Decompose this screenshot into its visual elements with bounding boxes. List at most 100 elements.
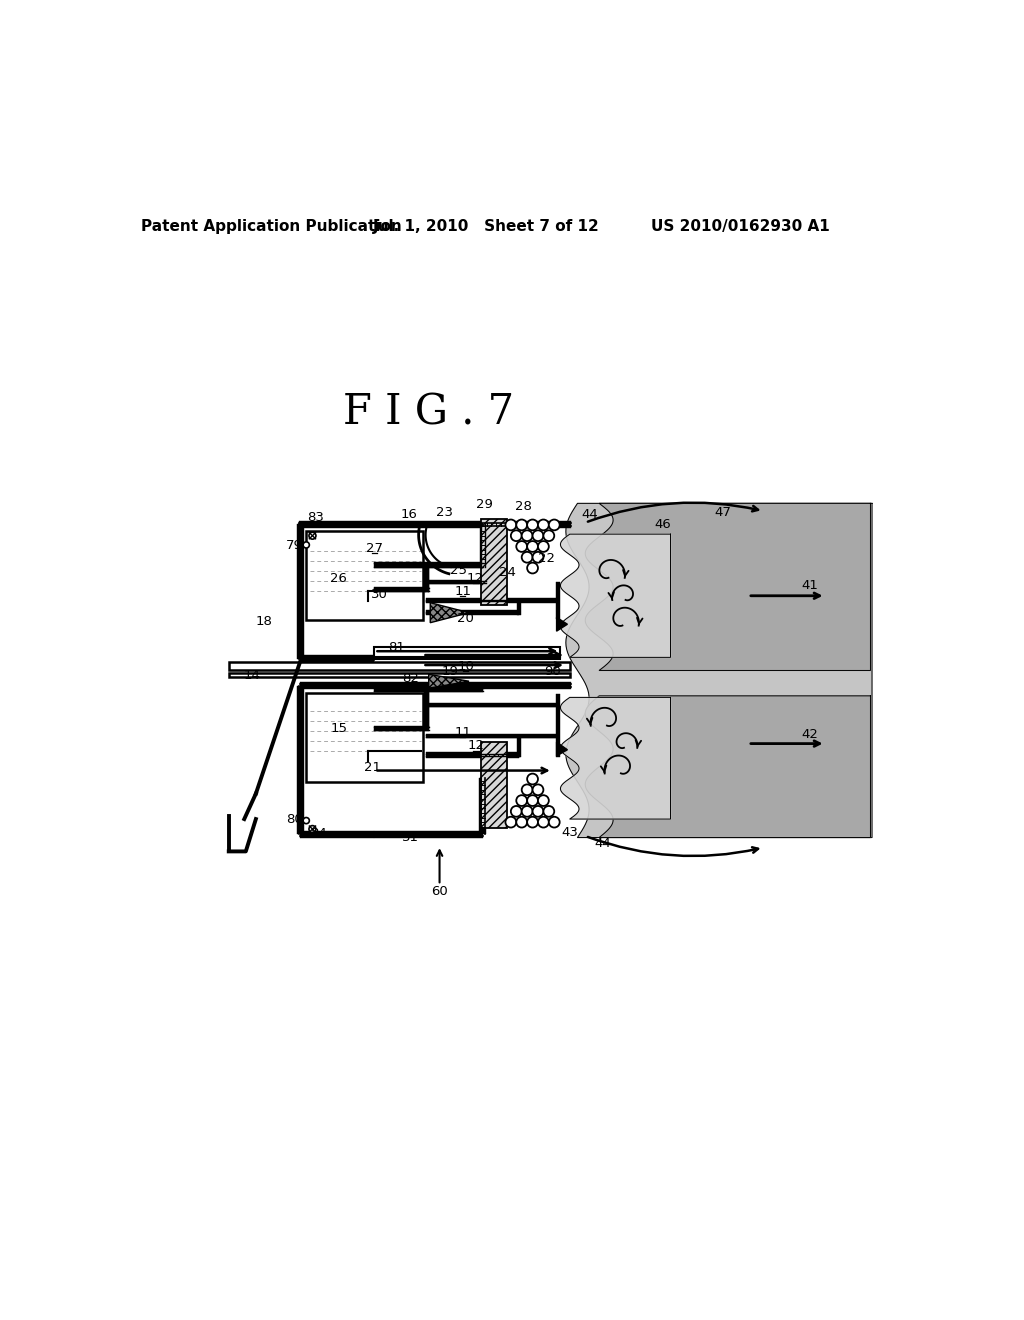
Bar (300, 832, 375, 838)
Circle shape (303, 541, 309, 548)
Polygon shape (586, 696, 870, 837)
Text: US 2010/0162930 A1: US 2010/0162930 A1 (651, 219, 829, 234)
Bar (306, 693, 423, 781)
Bar (479, 779, 486, 834)
Circle shape (544, 531, 554, 541)
Circle shape (527, 817, 538, 828)
Bar (424, 565, 429, 591)
Bar (375, 562, 483, 568)
Circle shape (544, 807, 554, 817)
Text: F I G . 7: F I G . 7 (343, 392, 514, 433)
Bar (300, 682, 571, 689)
Text: 18: 18 (255, 615, 272, 628)
Circle shape (521, 784, 532, 795)
Circle shape (527, 541, 538, 552)
Bar (297, 686, 303, 834)
Text: 20: 20 (458, 611, 474, 624)
Circle shape (506, 520, 516, 531)
Circle shape (506, 817, 516, 828)
Circle shape (532, 807, 544, 817)
Bar (424, 689, 429, 729)
Circle shape (549, 520, 560, 531)
Text: 27: 27 (366, 543, 383, 556)
Text: 25: 25 (450, 564, 467, 577)
Circle shape (516, 541, 527, 552)
Bar (517, 737, 521, 758)
Polygon shape (586, 503, 870, 671)
Bar (375, 726, 429, 731)
Circle shape (511, 807, 521, 817)
Text: 26: 26 (331, 572, 347, 585)
Bar (480, 519, 507, 605)
Text: 28: 28 (515, 500, 531, 513)
Circle shape (516, 817, 527, 828)
Circle shape (521, 531, 532, 541)
Bar (480, 524, 485, 568)
Text: 60: 60 (431, 884, 447, 898)
Text: 10: 10 (458, 660, 474, 673)
Polygon shape (430, 603, 469, 623)
Bar (426, 579, 486, 585)
Circle shape (309, 532, 316, 539)
Text: Patent Application Publication: Patent Application Publication (141, 219, 401, 234)
Bar (480, 742, 507, 829)
Text: 21: 21 (364, 760, 381, 774)
Bar (375, 686, 483, 693)
Text: 80: 80 (287, 813, 303, 825)
Text: 12: 12 (467, 572, 483, 585)
Text: 12: 12 (468, 739, 484, 752)
Text: 90: 90 (545, 665, 561, 678)
Text: 41: 41 (802, 579, 818, 593)
Bar (426, 610, 519, 615)
Bar (300, 656, 375, 663)
Text: 31: 31 (402, 832, 420, 843)
Polygon shape (557, 618, 567, 631)
Bar (297, 524, 303, 659)
Circle shape (527, 774, 538, 784)
Circle shape (532, 552, 544, 562)
Text: 11: 11 (455, 726, 471, 739)
Circle shape (527, 562, 538, 573)
Text: 46: 46 (654, 519, 671, 532)
Text: 82: 82 (401, 672, 419, 685)
Bar (299, 520, 571, 528)
Text: 43: 43 (561, 825, 579, 838)
Circle shape (309, 825, 316, 833)
Text: 44: 44 (594, 837, 610, 850)
Text: 42: 42 (802, 727, 818, 741)
Circle shape (549, 817, 560, 828)
Circle shape (516, 795, 527, 807)
Text: 79: 79 (286, 539, 302, 552)
Circle shape (521, 807, 532, 817)
Text: 29: 29 (476, 499, 493, 511)
Circle shape (521, 552, 532, 562)
Bar (375, 832, 483, 838)
Circle shape (527, 520, 538, 531)
Text: 22: 22 (538, 552, 555, 565)
Text: 24: 24 (500, 566, 516, 579)
Text: 81: 81 (388, 640, 404, 653)
Bar (306, 531, 423, 620)
Text: 23: 23 (435, 506, 453, 519)
Circle shape (511, 531, 521, 541)
Circle shape (516, 520, 527, 531)
Bar (556, 582, 560, 619)
Bar (375, 647, 560, 659)
Text: 16: 16 (400, 508, 417, 521)
Text: 84: 84 (310, 828, 327, 841)
Circle shape (538, 795, 549, 807)
Polygon shape (429, 675, 469, 688)
Circle shape (538, 520, 549, 531)
Text: 19: 19 (441, 665, 458, 678)
Bar (517, 601, 521, 615)
Circle shape (532, 784, 544, 795)
Polygon shape (560, 535, 671, 657)
Text: 44: 44 (582, 508, 598, 520)
Text: 11: 11 (455, 585, 471, 598)
Bar (375, 587, 429, 593)
Text: 47: 47 (715, 506, 731, 519)
Circle shape (532, 531, 544, 541)
Circle shape (303, 817, 309, 824)
Text: 30: 30 (372, 589, 388, 602)
Text: 15: 15 (331, 722, 347, 735)
